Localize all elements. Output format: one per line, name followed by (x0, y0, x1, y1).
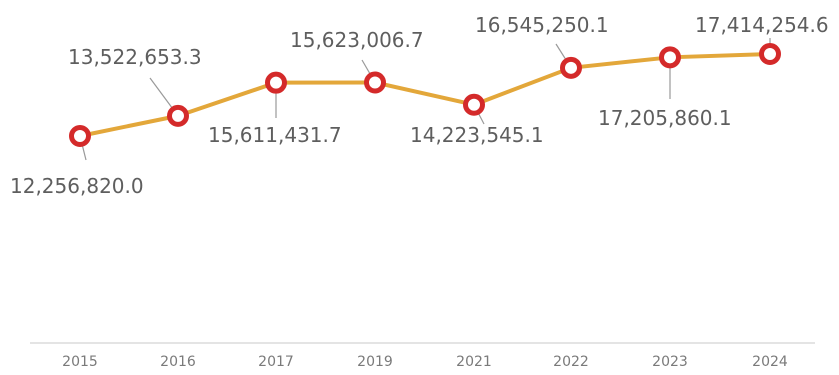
x-tick-labels: 2015 2016 2017 2019 2021 2022 2023 2024 (62, 354, 788, 370)
data-label: 17,205,860.1 (598, 106, 732, 130)
data-labels: 12,256,820.0 13,522,653.3 15,611,431.7 15,6… (10, 13, 829, 198)
data-label: 17,414,254.6 (695, 13, 829, 37)
x-tick-label: 2017 (258, 354, 294, 370)
data-point (563, 59, 580, 76)
data-point (367, 74, 384, 91)
x-tick-label: 2019 (357, 354, 393, 370)
x-tick-label: 2015 (62, 354, 98, 370)
x-tick-label: 2021 (456, 354, 492, 370)
x-tick-label: 2023 (652, 354, 688, 370)
data-label: 15,611,431.7 (208, 123, 342, 147)
data-point (466, 96, 483, 113)
data-point (72, 128, 89, 145)
x-tick-label: 2024 (752, 354, 788, 370)
x-tick-label: 2022 (553, 354, 589, 370)
data-label: 13,522,653.3 (68, 45, 202, 69)
x-tick-label: 2016 (160, 354, 196, 370)
data-point (762, 46, 779, 63)
data-point (170, 107, 187, 124)
data-label: 16,545,250.1 (475, 13, 609, 37)
data-point (268, 74, 285, 91)
data-label: 14,223,545.1 (410, 123, 544, 147)
data-label: 15,623,006.7 (290, 28, 424, 52)
data-label: 12,256,820.0 (10, 174, 144, 198)
data-point (662, 49, 679, 66)
